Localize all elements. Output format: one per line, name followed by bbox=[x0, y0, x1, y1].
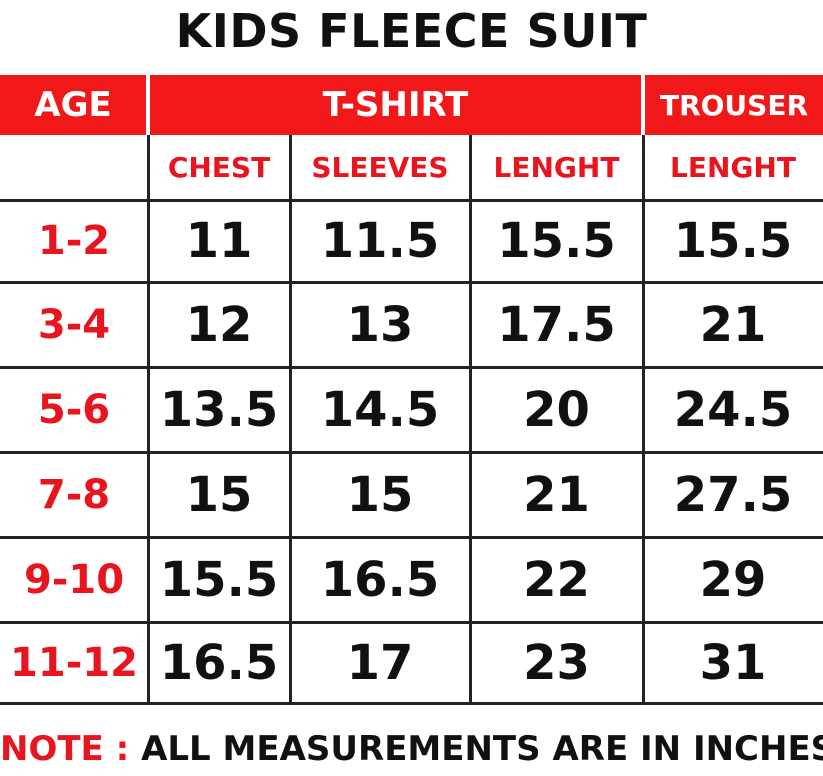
value-cell: 21 bbox=[523, 466, 590, 523]
note-text: ALL MEASUREMENTS ARE IN INCHES bbox=[141, 729, 823, 769]
value-cell: 14.5 bbox=[320, 381, 440, 438]
value-cell: 15 bbox=[185, 466, 253, 523]
grid-line bbox=[0, 281, 823, 284]
header-tshirt: T-SHIRT bbox=[150, 75, 641, 135]
value-cell: 22 bbox=[523, 551, 590, 608]
grid-line bbox=[642, 135, 645, 703]
age-cell: 3-4 bbox=[37, 301, 111, 348]
grid-line bbox=[0, 536, 823, 539]
value-cell: 29 bbox=[699, 551, 767, 608]
grid-line bbox=[0, 621, 823, 624]
grid-line bbox=[469, 135, 472, 703]
value-cell: 23 bbox=[523, 634, 590, 691]
subheader-cell: LENGHT bbox=[493, 151, 620, 184]
grid-line bbox=[289, 135, 292, 703]
value-cell: 13.5 bbox=[159, 381, 279, 438]
age-cell: 1-2 bbox=[37, 218, 111, 264]
age-cell: 5-6 bbox=[37, 386, 111, 433]
age-cell: 11-12 bbox=[10, 639, 138, 686]
subheader-cell: LENGHT bbox=[670, 151, 796, 184]
grid-line bbox=[0, 451, 823, 454]
subheader-cell: SLEEVES bbox=[311, 151, 449, 184]
age-cell: 7-8 bbox=[37, 471, 111, 518]
note-label: NOTE : bbox=[0, 729, 130, 769]
value-cell: 15 bbox=[346, 466, 414, 523]
value-cell: 15.5 bbox=[159, 551, 279, 608]
value-cell: 15.5 bbox=[673, 213, 793, 269]
value-cell: 15.5 bbox=[497, 213, 616, 269]
title: KIDS FLEECE SUIT bbox=[175, 4, 648, 58]
grid-line bbox=[0, 199, 823, 202]
value-cell: 24.5 bbox=[673, 381, 793, 438]
value-cell: 12 bbox=[185, 296, 253, 353]
value-cell: 17 bbox=[346, 634, 414, 691]
value-cell: 13 bbox=[346, 296, 414, 353]
grid-line bbox=[0, 702, 823, 705]
value-cell: 21 bbox=[699, 296, 767, 353]
value-cell: 31 bbox=[699, 634, 767, 691]
header-age: AGE bbox=[0, 75, 146, 135]
grid-line bbox=[147, 135, 150, 703]
value-cell: 27.5 bbox=[673, 466, 793, 523]
note: NOTE : ALL MEASUREMENTS ARE IN INCHES bbox=[0, 722, 823, 776]
age-cell: 9-10 bbox=[23, 556, 125, 603]
value-cell: 11 bbox=[185, 213, 253, 269]
value-cell: 16.5 bbox=[159, 634, 279, 691]
value-cell: 17.5 bbox=[497, 296, 616, 353]
grid-line bbox=[0, 366, 823, 369]
value-cell: 11.5 bbox=[320, 213, 440, 269]
value-cell: 20 bbox=[523, 381, 590, 438]
value-cell: 16.5 bbox=[320, 551, 440, 608]
subheader-cell: CHEST bbox=[167, 151, 271, 184]
header-trouser: TROUSER bbox=[645, 75, 823, 135]
